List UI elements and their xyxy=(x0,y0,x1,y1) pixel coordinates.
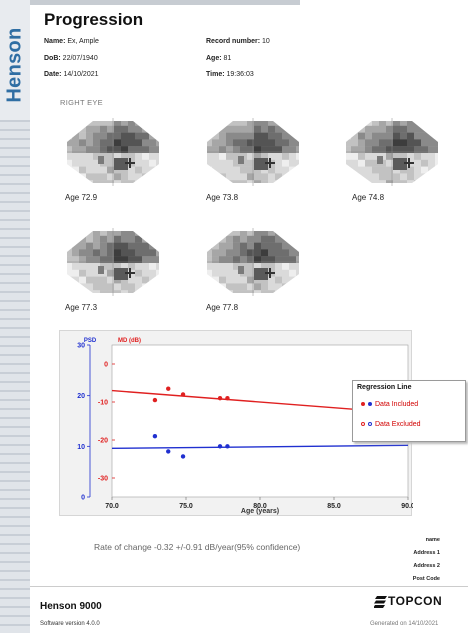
visual-field-plot xyxy=(207,118,299,186)
visual-field-plot xyxy=(67,118,159,186)
legend-excluded-label: Data Excluded xyxy=(375,421,421,428)
x-tick-label: 85.0 xyxy=(327,503,341,510)
md-tick-label: 0 xyxy=(104,362,108,369)
md-axis-label: MD (dB) xyxy=(118,338,141,344)
x-tick-label: 90.0 xyxy=(401,503,413,510)
topcon-logo: TOPCON xyxy=(374,594,459,609)
data-point-md xyxy=(225,396,230,401)
x-tick-label: 75.0 xyxy=(179,503,193,510)
brand-logo: Henson xyxy=(3,20,27,110)
patient-age: Age: 81 xyxy=(206,55,231,62)
field-age-label: Age 73.8 xyxy=(206,193,239,202)
field-age-label: Age 72.9 xyxy=(65,193,98,202)
visual-field-plot xyxy=(67,228,159,296)
legend-data-included: Data Included xyxy=(361,401,418,408)
rate-of-change: Rate of change -0.32 +/-0.91 dB/year(95%… xyxy=(94,542,301,552)
sidebar: Henson xyxy=(0,0,30,633)
address-line-2: Address 2 xyxy=(413,563,440,569)
psd-axis-label: PSD xyxy=(84,338,97,344)
date-label: Date: xyxy=(44,71,62,78)
x-tick-label: 80.0 xyxy=(253,503,267,510)
visual-field-plot xyxy=(346,118,438,186)
field-age-label: Age 77.8 xyxy=(206,303,239,312)
dob-value: 22/07/1940 xyxy=(62,55,98,62)
name-value: Ex, Ample xyxy=(67,38,99,45)
psd-tick-label: 0 xyxy=(81,495,85,502)
md-tick-label: -10 xyxy=(98,400,108,407)
device-model: Henson 9000 xyxy=(40,601,102,612)
brand-text: Henson xyxy=(3,27,26,103)
excluded-dot-icon xyxy=(368,422,372,427)
field-age-label: Age 74.8 xyxy=(352,193,385,202)
topcon-mark-icon xyxy=(374,596,387,608)
address-postcode: Post Code xyxy=(412,576,440,582)
patient-dob: DoB: 22/07/1940 xyxy=(44,55,98,62)
sidebar-top xyxy=(0,0,30,120)
footer-divider xyxy=(30,586,468,587)
time-value: 19:36:03 xyxy=(226,71,254,78)
included-dot-icon xyxy=(368,402,372,407)
record-value: 10 xyxy=(262,38,270,45)
age-value: 81 xyxy=(223,55,232,62)
data-point-md xyxy=(217,396,223,401)
data-point-md xyxy=(166,386,171,391)
legend-title: Regression Line xyxy=(357,384,412,391)
name-label: Name: xyxy=(44,38,66,45)
field-age-label: Age 77.3 xyxy=(65,303,98,312)
address-name: name xyxy=(425,537,440,543)
md-tick-label: -30 xyxy=(98,476,108,483)
data-point-md xyxy=(180,392,186,397)
data-point-psd xyxy=(225,444,230,449)
eye-label: RIGHT EYE xyxy=(60,98,103,107)
age-label: Age: xyxy=(206,55,222,62)
visual-field-plot xyxy=(207,228,299,296)
md-tick-label: -20 xyxy=(98,438,108,445)
patient-name: Name: Ex, Ample xyxy=(44,38,99,45)
included-dot-icon xyxy=(361,402,365,407)
psd-tick-label: 30 xyxy=(77,343,85,350)
excluded-dot-icon xyxy=(361,422,365,427)
data-point-psd xyxy=(166,449,171,454)
date-value: 14/10/2021 xyxy=(63,71,99,78)
psd-tick-label: 20 xyxy=(77,393,85,400)
software-version: Software version 4.0.0 xyxy=(40,621,100,627)
time-label: Time: xyxy=(206,71,225,78)
regression-legend: Regression Line Data Included Data Exclu… xyxy=(352,380,466,442)
x-tick-label: 70.0 xyxy=(105,503,119,510)
data-point-psd xyxy=(152,434,158,439)
page-title: Progression xyxy=(44,10,144,29)
generated-date: Generated on 14/10/2021 xyxy=(370,621,439,627)
legend-included-label: Data Included xyxy=(375,401,419,408)
topcon-brand: TOPCON xyxy=(388,594,443,608)
sidebar-stripes xyxy=(0,120,30,633)
address-line-1: Address 1 xyxy=(413,550,440,556)
top-edge xyxy=(30,0,300,5)
data-point-psd xyxy=(217,444,223,449)
data-point-psd xyxy=(180,454,186,459)
data-point-md xyxy=(152,397,158,403)
record-number: Record number: 10 xyxy=(206,38,270,45)
psd-tick-label: 10 xyxy=(77,444,85,451)
record-label: Record number: xyxy=(206,38,261,45)
exam-date: Date: 14/10/2021 xyxy=(44,71,99,78)
regression-line-psd xyxy=(111,444,409,450)
legend-data-excluded: Data Excluded xyxy=(361,421,421,428)
exam-time: Time: 19:36:03 xyxy=(206,71,254,78)
dob-label: DoB: xyxy=(44,55,61,62)
x-axis-label: Age (years) xyxy=(241,508,279,515)
